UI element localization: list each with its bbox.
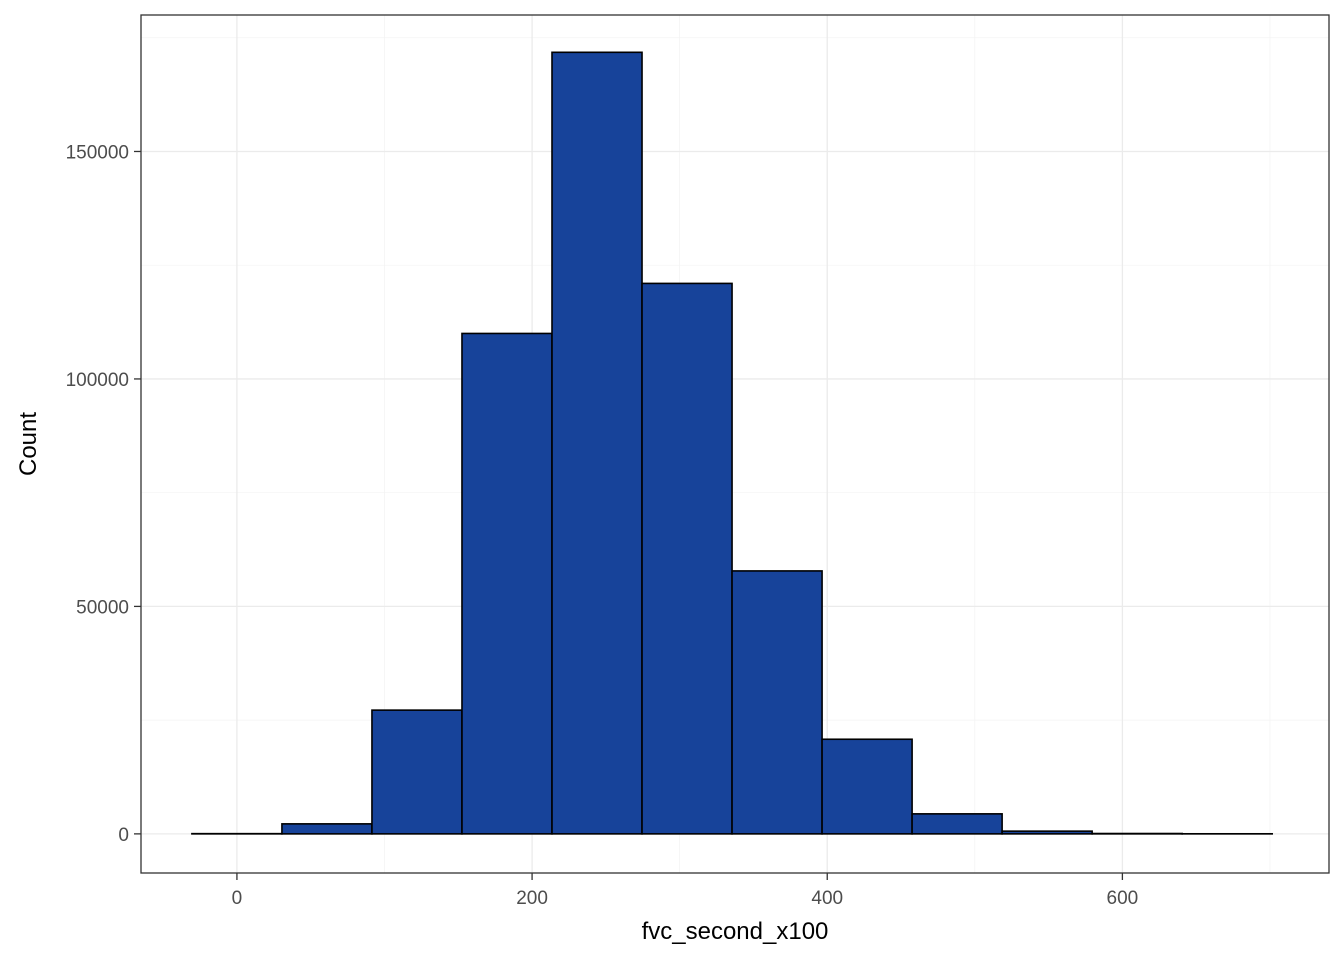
histogram-bar: [461, 332, 553, 835]
y-tick-label: 100000: [66, 370, 129, 391]
histogram-bar: [371, 709, 463, 835]
y-tick-label: 50000: [76, 597, 129, 618]
y-axis: 0 50000 100000 150000: [66, 142, 141, 846]
y-tick-label: 150000: [66, 142, 129, 163]
x-axis-title: fvc_second_x100: [642, 918, 829, 945]
histogram-bar: [1001, 830, 1093, 835]
x-tick-label: 0: [232, 888, 243, 909]
x-tick-label: 600: [1107, 888, 1139, 909]
panel-border: [140, 14, 1330, 874]
histogram-bar: [911, 813, 1003, 835]
histogram-bar: [551, 51, 643, 835]
histogram-bar: [281, 823, 373, 835]
x-axis: 0 200 400 600: [232, 873, 1139, 909]
x-tick-label: 400: [811, 888, 843, 909]
histogram-bars: [191, 51, 1273, 835]
y-axis-title: Count: [15, 412, 42, 476]
histogram-bar: [821, 738, 913, 835]
y-tick-label: 0: [118, 825, 129, 846]
histogram-bar: [731, 570, 823, 835]
x-tick-label: 200: [516, 888, 548, 909]
histogram-bar: [641, 282, 733, 835]
